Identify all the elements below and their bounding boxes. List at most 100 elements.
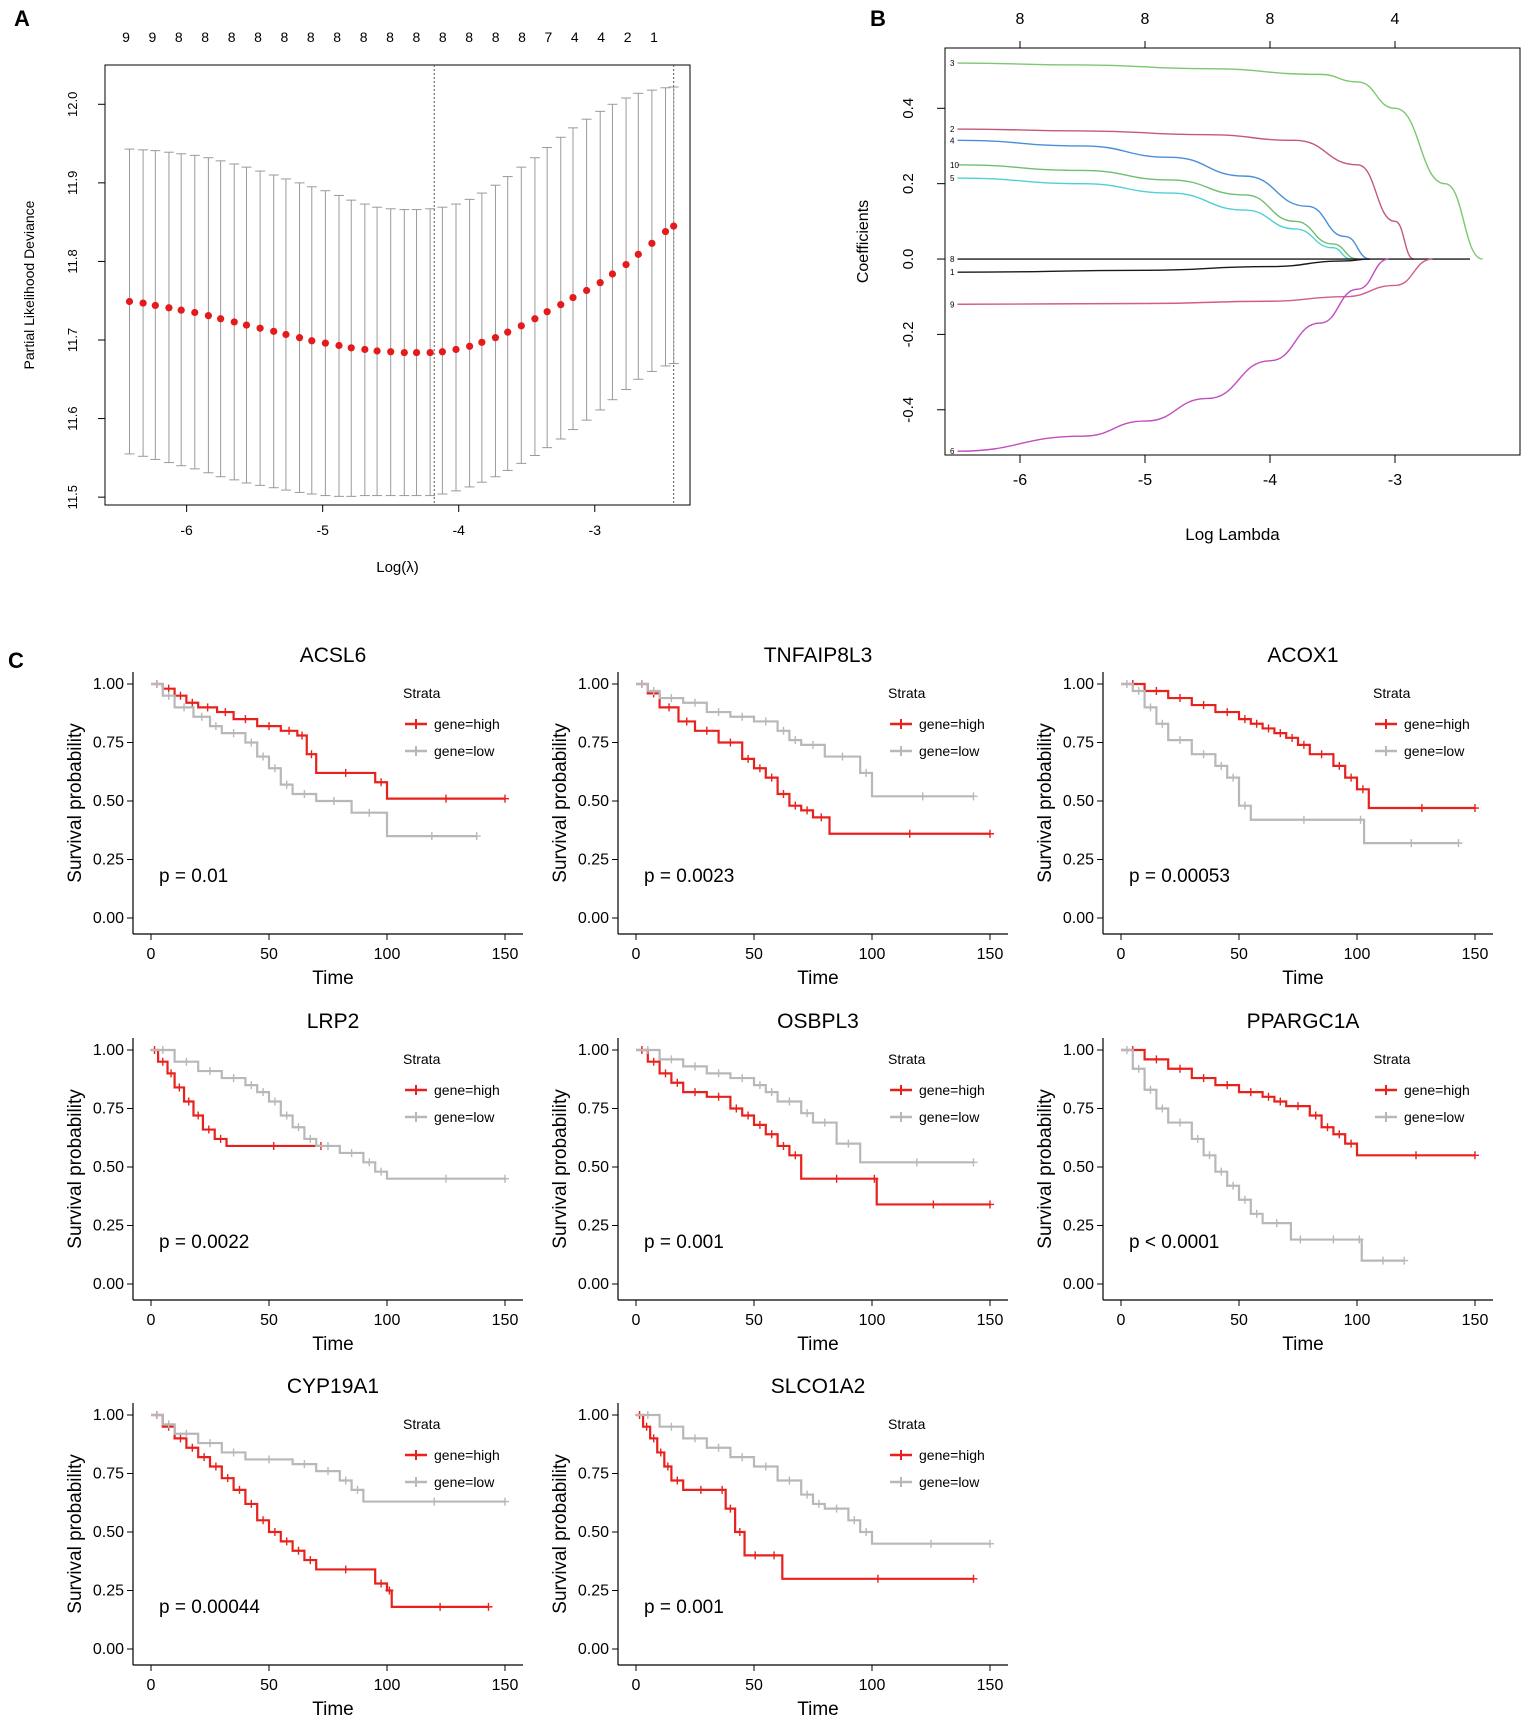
censor-mark bbox=[691, 698, 699, 707]
censor-mark bbox=[927, 1539, 935, 1548]
y-tick-label: 0.00 bbox=[578, 1276, 609, 1293]
y-tick-label: 0.0 bbox=[900, 249, 917, 270]
deviance-point bbox=[557, 301, 565, 309]
censor-mark bbox=[1272, 1219, 1281, 1228]
x-tick-label: 0 bbox=[147, 946, 156, 963]
y-tick-label: -0.4 bbox=[900, 397, 917, 423]
censor-mark bbox=[158, 1057, 167, 1066]
censor-mark bbox=[211, 722, 220, 731]
censor-mark bbox=[501, 1174, 509, 1183]
censor-mark bbox=[1199, 701, 1208, 710]
censor-mark bbox=[643, 1046, 652, 1054]
coef-path-label: 2 bbox=[950, 125, 955, 134]
censor-mark bbox=[1329, 1235, 1338, 1244]
x-tick-label: 0 bbox=[1117, 946, 1126, 963]
censor-mark bbox=[377, 1167, 386, 1176]
deviance-point bbox=[412, 348, 421, 357]
censor-mark bbox=[206, 1439, 214, 1448]
censor-mark bbox=[1355, 1235, 1364, 1244]
censor-mark bbox=[1454, 839, 1463, 848]
p-value: p = 0.0023 bbox=[644, 866, 734, 887]
censor-mark bbox=[247, 1081, 256, 1090]
top-tick-label: 4 bbox=[1391, 11, 1400, 28]
censor-mark bbox=[341, 1476, 350, 1485]
deviance-point bbox=[438, 348, 446, 356]
legend-title: Strata bbox=[888, 685, 926, 701]
legend-label: gene=high bbox=[434, 1082, 500, 1098]
legend-title: Strata bbox=[403, 1416, 441, 1432]
top-count-label: 8 bbox=[439, 29, 447, 45]
y-axis-label: Survival probability bbox=[550, 723, 571, 883]
censor-mark bbox=[1347, 773, 1356, 782]
censor-mark bbox=[1122, 680, 1131, 688]
censor-mark bbox=[175, 1083, 184, 1092]
p-value: p = 0.0022 bbox=[159, 1232, 249, 1253]
y-tick-label: 0.75 bbox=[93, 1101, 124, 1118]
legend-label: gene=low bbox=[919, 1109, 980, 1125]
censor-mark bbox=[300, 789, 309, 798]
censor-mark bbox=[385, 1586, 394, 1595]
coef-path-10 bbox=[957, 164, 1358, 260]
deviance-point bbox=[125, 297, 134, 306]
y-tick-label: 0.75 bbox=[578, 1466, 609, 1483]
censor-mark bbox=[665, 703, 674, 712]
legend-label: gene=low bbox=[919, 743, 980, 759]
deviance-point bbox=[242, 321, 251, 329]
x-tick-label: 100 bbox=[859, 1677, 886, 1694]
deviance-point bbox=[165, 304, 173, 312]
censor-mark bbox=[270, 1097, 279, 1106]
legend-label: gene=low bbox=[434, 743, 495, 759]
censor-mark bbox=[732, 1104, 741, 1113]
censor-mark bbox=[1412, 1151, 1420, 1160]
deviance-point bbox=[177, 306, 185, 314]
censor-mark bbox=[803, 806, 812, 815]
censor-mark bbox=[1217, 761, 1226, 770]
censor-mark bbox=[188, 1443, 197, 1452]
km-title: OSBPL3 bbox=[777, 1010, 859, 1033]
y-tick-label: 1.00 bbox=[578, 1407, 609, 1424]
censor-mark bbox=[661, 1069, 670, 1078]
deviance-point bbox=[295, 334, 304, 342]
km-plot-lrp2: LRP2 0 50 100 150 0.00 0.25 0.50 0.75 1.00 Time Sur… bbox=[65, 1010, 523, 1355]
x-tick-label: 150 bbox=[492, 1312, 519, 1329]
deviance-point bbox=[335, 341, 343, 350]
km-curve-high bbox=[636, 1413, 974, 1580]
x-tick-label: 150 bbox=[492, 1677, 519, 1694]
censor-mark bbox=[1152, 687, 1161, 696]
km-curve-high bbox=[151, 1048, 321, 1148]
x-tick-label: -6 bbox=[180, 522, 193, 538]
censor-mark bbox=[817, 813, 826, 822]
legend-label: gene=low bbox=[1404, 743, 1465, 759]
legend-label: gene=high bbox=[1404, 1082, 1470, 1098]
censor-mark bbox=[785, 1476, 794, 1485]
y-tick-label: 1.00 bbox=[93, 1407, 124, 1424]
censor-mark bbox=[1176, 736, 1184, 745]
censor-mark bbox=[329, 797, 338, 805]
plot-frame bbox=[944, 47, 1521, 456]
censor-mark bbox=[1223, 1081, 1232, 1090]
censor-mark bbox=[203, 703, 212, 712]
censor-mark bbox=[809, 740, 817, 749]
censor-mark bbox=[649, 1057, 658, 1066]
censor-mark bbox=[735, 1528, 744, 1536]
censor-mark bbox=[229, 1448, 238, 1457]
censor-mark bbox=[223, 1474, 232, 1483]
top-count-label: 4 bbox=[571, 29, 579, 45]
censor-mark bbox=[1276, 729, 1285, 738]
censor-mark bbox=[294, 1123, 303, 1132]
censor-mark bbox=[377, 1579, 386, 1588]
censor-mark bbox=[164, 684, 173, 693]
censor-mark bbox=[164, 691, 173, 700]
censor-mark bbox=[282, 1537, 291, 1546]
p-value: p = 0.001 bbox=[644, 1597, 724, 1618]
y-tick-label: 0.50 bbox=[1063, 1159, 1094, 1176]
censor-mark bbox=[152, 680, 161, 688]
censor-mark bbox=[1323, 1123, 1332, 1132]
censor-mark bbox=[152, 1411, 161, 1419]
censor-mark bbox=[832, 1504, 841, 1513]
coef-path-label: 9 bbox=[950, 300, 955, 309]
censor-mark bbox=[235, 1485, 244, 1494]
x-tick-label: -3 bbox=[589, 522, 602, 538]
censor-mark bbox=[229, 1074, 238, 1083]
deviance-point bbox=[531, 315, 539, 323]
